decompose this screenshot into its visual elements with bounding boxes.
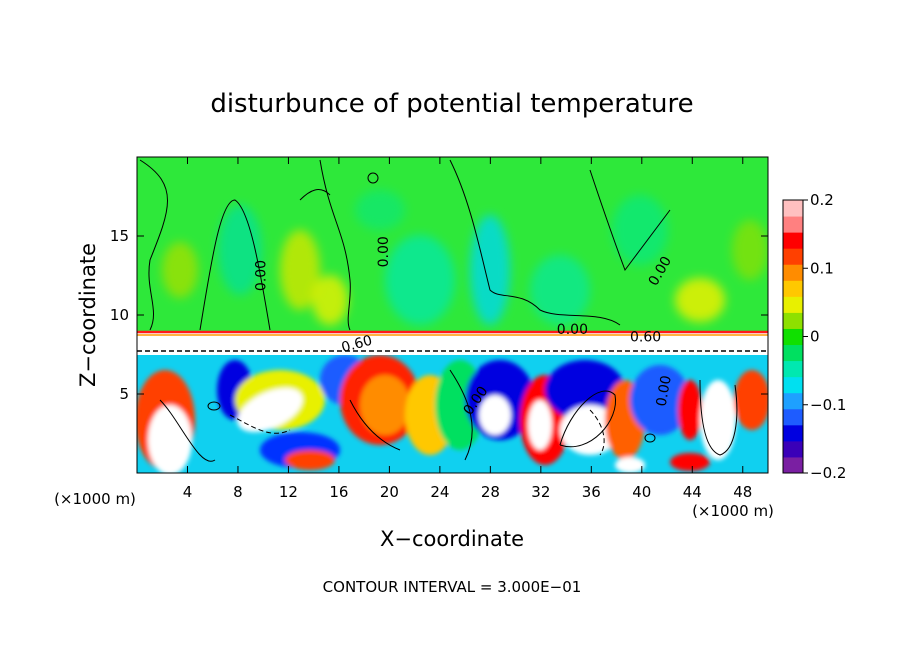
contour-label: 0.00 xyxy=(376,236,392,267)
contour-line xyxy=(229,414,291,434)
contour-line xyxy=(349,399,401,451)
colorbar-swatch xyxy=(783,424,803,442)
contour-interval-note: CONTOUR INTERVAL = 3.000E−01 xyxy=(323,578,582,596)
contour-closed xyxy=(644,433,656,443)
x-unit-label: (×1000 m) xyxy=(692,502,774,520)
contour-line xyxy=(449,159,621,326)
upper-layer-patches xyxy=(162,190,768,325)
colorbar-swatch xyxy=(783,296,803,313)
colorbar-swatch xyxy=(783,344,803,362)
contour-label-group: 0.00 xyxy=(254,260,270,291)
x-tick-label: 4 xyxy=(183,483,193,501)
contour-line xyxy=(699,379,738,456)
colorbar-swatch xyxy=(783,200,803,217)
colorbar-swatch xyxy=(783,232,803,249)
contour-label: 0.00 xyxy=(557,322,588,338)
heatmap-field: 0.000.00 0.000.00 0.600.600.00 0.00 xyxy=(137,157,768,473)
x-tick-label: 36 xyxy=(582,483,601,501)
x-tick-label: 8 xyxy=(233,483,243,501)
colorbar-swatch xyxy=(783,392,803,410)
contour-line xyxy=(139,159,168,331)
contour-line xyxy=(449,369,473,461)
x-tick-label: 12 xyxy=(279,483,298,501)
colorbar-swatch xyxy=(783,216,803,233)
contour-label: 0.00 xyxy=(654,374,675,407)
z-unit-label: (×1000 m) xyxy=(54,490,136,508)
colorbar-tick-label: −0.1 xyxy=(810,396,846,414)
contour-line xyxy=(559,390,617,448)
lower-layer-eddies xyxy=(137,355,768,473)
contour-label: 0.00 xyxy=(254,260,270,291)
y-tick-label: 5 xyxy=(119,385,129,403)
y-tick-label: 15 xyxy=(110,227,129,245)
contour-label-group: 0.60 xyxy=(630,329,661,345)
contour-label: 0.60 xyxy=(340,333,374,357)
x-tick-label: 48 xyxy=(733,483,752,501)
y-axis: 5 10 15 xyxy=(110,227,768,403)
contour-line xyxy=(199,199,271,331)
contour-label: 0.60 xyxy=(630,329,661,345)
colorbar-swatch xyxy=(783,376,803,394)
x-tick-label: 24 xyxy=(430,483,449,501)
contour-label-group: 0.00 xyxy=(557,322,588,338)
colorbar-swatch xyxy=(783,328,803,346)
colorbar-swatch xyxy=(783,456,803,474)
colorbar-swatch xyxy=(783,408,803,426)
colorbar-swatch xyxy=(783,440,803,458)
x-tick-label: 32 xyxy=(531,483,550,501)
x-tick-label: 28 xyxy=(481,483,500,501)
x-tick-label: 20 xyxy=(380,483,399,501)
contour-label-group: 0.00 xyxy=(654,374,675,407)
x-axis-title: X−coordinate xyxy=(380,527,524,551)
x-tick-label: 44 xyxy=(683,483,702,501)
colorbar: 0.2 0.1 0 −0.1 −0.2 xyxy=(782,191,846,482)
x-tick-label: 16 xyxy=(329,483,348,501)
contour-closed xyxy=(367,172,379,184)
contour-label-group: 0.00 xyxy=(376,236,392,267)
x-axis: 4 8 12 16 20 24 28 32 36 40 44 48 xyxy=(183,157,752,501)
colorbar-swatch xyxy=(783,360,803,378)
contour-line xyxy=(319,159,351,331)
y-axis-title: Z−coordinate xyxy=(76,243,100,387)
contour-label-group: 0.60 xyxy=(340,333,374,357)
contour-lines xyxy=(139,159,738,462)
contour-line xyxy=(299,189,331,201)
colorbar-swatch xyxy=(783,280,803,297)
colorbar-swatch xyxy=(783,248,803,265)
contour-line xyxy=(589,169,671,272)
contour-line xyxy=(159,399,216,462)
colorbar-tick-label: −0.2 xyxy=(810,464,846,482)
colorbar-tick-label: 0.1 xyxy=(810,259,834,277)
contour-closed xyxy=(207,401,221,411)
x-tick-label: 40 xyxy=(632,483,651,501)
colorbar-swatch xyxy=(783,264,803,281)
colorbar-swatch xyxy=(783,312,803,329)
colorbar-tick-label: 0.2 xyxy=(810,191,834,209)
y-tick-label: 10 xyxy=(110,306,129,324)
colorbar-tick-label: 0 xyxy=(810,328,820,346)
inversion-layer xyxy=(137,333,768,355)
chart-title: disturbunce of potential temperature xyxy=(210,89,693,119)
contour-line xyxy=(589,409,605,456)
